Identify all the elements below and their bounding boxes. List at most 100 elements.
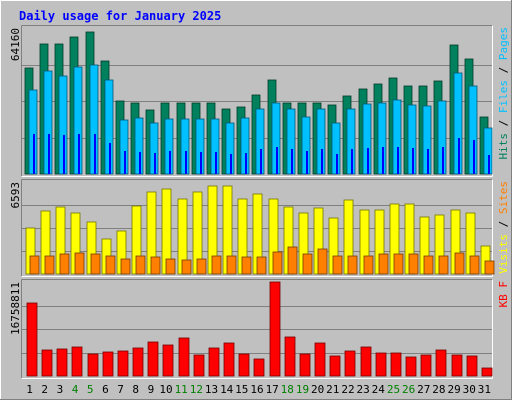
bar [405,356,417,377]
x-tick-label: 14 [220,383,234,396]
bar [181,259,192,275]
bar [87,353,99,377]
bar [351,149,353,174]
bar [63,135,65,174]
series-files [28,64,493,175]
panel-bottom: 16758811 KB F [9,279,510,379]
bar [329,355,341,377]
bar [178,337,190,377]
bar [347,255,358,275]
bar [165,258,176,275]
bar [435,349,447,377]
bar [427,149,429,174]
panel-legend: KB F [497,281,510,308]
bar [306,151,308,174]
x-tick-label: 29 [447,383,460,396]
chart-title: Daily usage for January 2025 [19,9,221,23]
series-kb-f [26,281,493,377]
panel-legend: Visits / Sites [497,181,510,274]
x-tick-label: 30 [463,383,476,396]
panel-legend: Hits / Files / Pages [497,27,510,160]
bar [276,147,278,174]
bar [230,154,232,174]
bar [241,256,252,275]
y-max-label: 64160 [9,28,22,61]
x-tick-label: 9 [148,383,155,396]
bar [287,246,298,275]
bar [135,255,146,275]
bar [272,251,283,275]
bar [469,255,480,275]
y-max-label: 16758811 [9,282,22,335]
legend-separator: / [497,113,510,133]
bar [314,342,326,377]
bar [105,255,116,275]
legend-entry: Visits [497,234,510,274]
bar [132,347,144,377]
bar [120,258,131,275]
bar [109,143,111,174]
series-sites [29,246,495,275]
panel-top: 64160 Hits / Files / Pages [9,25,510,177]
bar [193,354,205,377]
bar [200,152,202,174]
x-tick-label: 20 [311,383,324,396]
series-pages [33,134,490,174]
bar [211,255,222,275]
bar [442,147,444,174]
x-tick-label: 6 [102,383,109,396]
bar [139,152,141,174]
bar [302,253,313,275]
bar [473,140,475,174]
bar [223,342,235,377]
bar [466,355,478,377]
x-tick-label: 16 [250,383,263,396]
bar [59,253,70,275]
bar [317,248,328,275]
bar [284,336,296,377]
bar [253,358,265,377]
bar [102,351,114,377]
x-tick-label: 18 [281,383,294,396]
bar [44,255,55,275]
bar [382,147,384,174]
bar [458,138,460,174]
bar [238,353,250,377]
x-tick-label: 1 [26,383,33,396]
bar [269,281,281,377]
bar [397,147,399,174]
x-tick-label: 2 [41,383,48,396]
x-axis-day-labels: 1 2 3 4 5 6 7 8 9 10 11 12 13 14 15 16 17 18 19 20 21 22 23 24 2… [26,383,491,396]
bar [408,253,419,275]
bar [420,354,432,377]
bar [48,134,50,174]
bar [423,255,434,275]
x-tick-label: 17 [266,383,279,396]
bar [393,253,404,275]
bar [367,148,369,174]
bar [438,255,449,275]
bar [56,348,68,377]
bar [454,252,465,275]
bar [256,256,267,275]
bar [484,260,495,275]
x-tick-label: 22 [341,383,354,396]
bar [332,255,343,275]
bar [169,151,171,174]
x-tick-label: 11 [175,383,188,396]
x-tick-label: 10 [159,383,172,396]
bar [260,149,262,174]
bar [488,155,490,174]
bar [162,344,174,377]
bar [321,149,323,174]
x-tick-label: 12 [190,383,203,396]
x-tick-label: 3 [57,383,64,396]
bar [150,256,161,275]
x-tick-label: 28 [432,383,445,396]
bar [117,350,129,377]
legend-entry: Files [497,80,510,113]
y-max-label: 6593 [9,182,22,209]
x-tick-label: 19 [296,383,309,396]
bar [360,346,372,377]
